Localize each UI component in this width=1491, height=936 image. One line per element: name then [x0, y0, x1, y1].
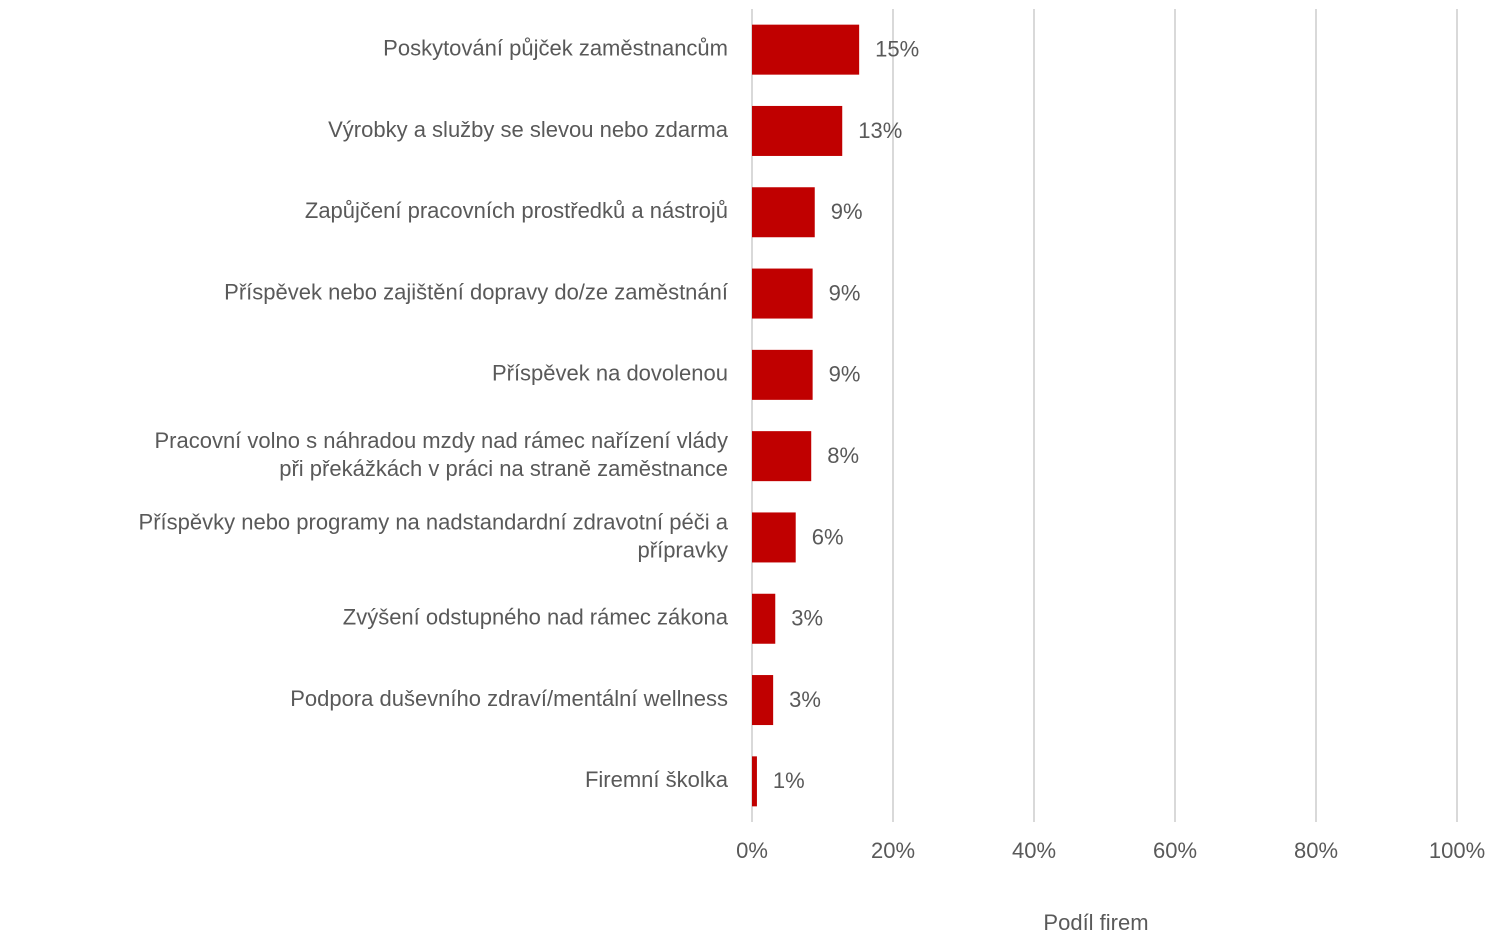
bar [752, 593, 776, 644]
value-label: 9% [829, 362, 861, 387]
x-tick-label: 0% [736, 838, 768, 863]
bar [752, 756, 757, 807]
y-tick-label: Příspěvky nebo programy na nadstandardní… [139, 509, 729, 562]
x-tick-label: 20% [871, 838, 915, 863]
y-tick-label: Pracovní volno s náhradou mzdy nad rámec… [154, 428, 728, 481]
y-tick-label: Příspěvek na dovolenou [492, 361, 728, 386]
y-tick-label: Zapůjčení pracovních prostředků a nástro… [305, 198, 728, 223]
bar [752, 431, 812, 482]
value-label: 6% [812, 524, 844, 549]
value-label: 9% [829, 280, 861, 305]
value-label: 13% [858, 118, 902, 143]
y-tick-label: Příspěvek nebo zajištění dopravy do/ze z… [224, 279, 728, 304]
y-tick-label: Poskytování půjček zaměstnancům [383, 35, 728, 60]
x-tick-label: 100% [1429, 838, 1485, 863]
x-tick-label: 80% [1294, 838, 1338, 863]
bar [752, 24, 860, 75]
y-tick-label: Podpora duševního zdraví/mentální wellne… [290, 686, 728, 711]
value-label: 8% [827, 443, 859, 468]
y-tick-label: Zvýšení odstupného nad rámec zákona [343, 605, 729, 630]
value-label: 15% [875, 36, 919, 61]
x-axis-title: Podíl firem [1043, 910, 1148, 935]
value-label: 1% [773, 768, 805, 793]
y-tick-label: Výrobky a služby se slevou nebo zdarma [328, 117, 729, 142]
x-tick-label: 40% [1012, 838, 1056, 863]
value-label: 3% [791, 606, 823, 631]
bar [752, 268, 813, 319]
bar [752, 349, 813, 400]
bar [752, 105, 843, 156]
bar [752, 675, 774, 726]
y-tick-label: Firemní školka [585, 767, 729, 792]
bar [752, 512, 796, 563]
value-label: 9% [831, 199, 863, 224]
value-label: 3% [789, 687, 821, 712]
x-tick-label: 60% [1153, 838, 1197, 863]
bar [752, 187, 815, 238]
